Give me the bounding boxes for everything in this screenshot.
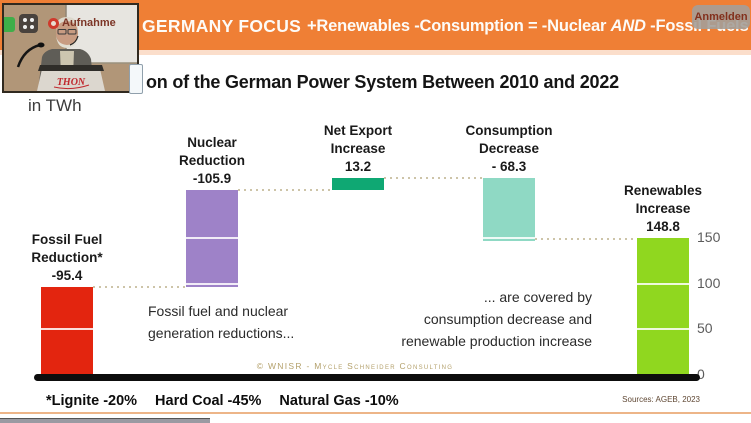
- y-axis-tick-0: 0: [697, 366, 705, 382]
- bar-segment-line: [186, 237, 238, 240]
- footnote-hard-coal: Hard Coal -45%: [155, 393, 262, 409]
- annotation-left-line1: Fossil fuel and nuclear: [148, 303, 289, 319]
- bar-label-4: Renewables Increase 148.8: [623, 183, 703, 235]
- bar-segment-line: [483, 237, 535, 240]
- bar-consumption-decrease: [483, 178, 535, 241]
- slide-title: on of the German Power System Between 20…: [146, 72, 619, 92]
- scrollbar-thumb[interactable]: [129, 64, 143, 94]
- banner-divider: [0, 50, 751, 55]
- annotation-right-line3: renewable production increase: [401, 333, 592, 349]
- bar-label-3: Consumption Decrease - 68.3: [465, 123, 553, 175]
- waterfall-connector: [238, 189, 332, 192]
- background-window-edge: [0, 418, 210, 423]
- equation-pre: +Renewables -Consumption = -Nuclear: [307, 17, 611, 35]
- footnote-lignite: *Lignite -20%: [46, 393, 138, 409]
- bottom-divider: [0, 412, 751, 414]
- annotation-right-line1: ... are covered by: [483, 289, 592, 305]
- banner-title: GERMANY FOCUS: [142, 16, 302, 36]
- annotation-left: Fossil fuel and nuclear generation reduc…: [148, 300, 294, 344]
- anmelden-button[interactable]: Anmelden: [692, 5, 750, 29]
- bar-segment-line: [637, 282, 689, 285]
- equation-and: AND: [610, 17, 646, 35]
- annotation-right-line2: consumption decrease and: [423, 311, 592, 327]
- bar-label-2: Net Export Increase 13.2: [323, 123, 393, 175]
- podium-logo: THON: [57, 77, 86, 88]
- annotation-left-line2: generation reductions...: [148, 325, 295, 341]
- grid-menu-icon[interactable]: [19, 14, 38, 33]
- bar-segment-line: [41, 328, 93, 331]
- recording-icon: [48, 18, 59, 29]
- footnote-natural-gas: Natural Gas -10%: [279, 393, 399, 409]
- bar-net-export-increase: [332, 178, 384, 191]
- bar-fossil-fuel-reduction: [41, 286, 93, 374]
- annotation-right: ... are covered by consumption decrease …: [360, 286, 592, 352]
- copyright-note: © WNISR - Mycle Schneider Consulting: [256, 361, 454, 371]
- waterfall-connector: [384, 177, 483, 180]
- sources-note: Sources: AGEB, 2023: [622, 395, 700, 404]
- bar-nuclear-reduction: [186, 190, 238, 287]
- footnotes: *Lignite -20% Hard Coal -45% Natural Gas…: [46, 393, 399, 409]
- bar-renewables-increase: [637, 238, 689, 374]
- banner-equation: +Renewables -Consumption = -Nuclear AND …: [307, 17, 749, 36]
- webcam-video[interactable]: THON Aufnahme: [2, 3, 139, 93]
- status-icon: [4, 17, 15, 32]
- recording-label: Aufnahme: [62, 17, 116, 29]
- waterfall-connector: [535, 238, 637, 241]
- bar-segment-line: [186, 282, 238, 285]
- chart-baseline: [34, 374, 700, 381]
- bar-label-1: Nuclear Reduction -105.9: [179, 135, 245, 187]
- y-axis-tick-150: 150: [697, 229, 721, 246]
- anmelden-label: Anmelden: [694, 11, 748, 23]
- bar-segment-line: [637, 328, 689, 331]
- y-axis-tick-100: 100: [697, 274, 721, 291]
- y-axis-tick-50: 50: [697, 320, 713, 337]
- waterfall-connector: [93, 285, 186, 288]
- bar-label-0: Fossil Fuel Reduction* -95.4: [31, 231, 103, 283]
- unit-label: in TWh: [28, 96, 82, 115]
